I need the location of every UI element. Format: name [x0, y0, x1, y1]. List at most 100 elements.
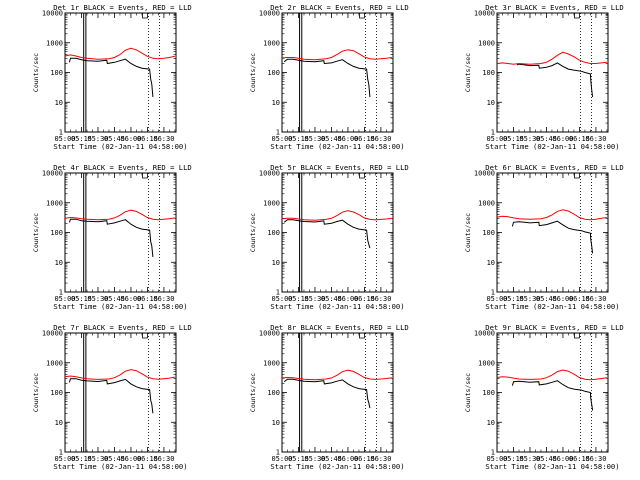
y-tick-label: 10000 [474, 170, 495, 178]
x-tick-label: 06:15 [137, 295, 158, 303]
y-tick-label: 10 [272, 419, 280, 427]
top-bracket-marker [359, 173, 365, 179]
y-axis-label: Counts/sec [464, 373, 472, 412]
x-tick-label: 05:45 [104, 135, 125, 143]
x-tick-label: 06:00 [120, 135, 141, 143]
y-tick-label: 100 [267, 229, 280, 237]
lld-series-line [281, 369, 392, 381]
panel-det-4: Det 4r BLACK = Events, RED = LLD 1 10 100 10… [32, 163, 192, 311]
top-bracket-marker [359, 333, 365, 339]
lld-series-line [281, 210, 392, 221]
y-tick-label: 10000 [474, 10, 495, 18]
x-tick-label: 05:15 [503, 455, 524, 463]
y-tick-label: 1000 [46, 359, 63, 367]
x-axis-label: Start Time (02-Jan-11 04:58:00) [485, 142, 619, 151]
x-tick-label: 06:15 [137, 455, 158, 463]
x-tick-label: 05:45 [104, 455, 125, 463]
x-tick-label: 05:00 [54, 455, 75, 463]
events-series-line [68, 218, 154, 258]
y-axis-label: Counts/sec [249, 213, 257, 252]
lld-series-line [64, 369, 175, 380]
y-tick-label: 1 [59, 449, 63, 457]
x-tick-label: 05:00 [54, 135, 75, 143]
events-series-line [283, 58, 371, 98]
top-bracket-marker [574, 333, 580, 339]
y-axis-label: Counts/sec [32, 373, 40, 412]
x-tick-label: 06:15 [569, 135, 590, 143]
panel-det-5: Det 5r BLACK = Events, RED = LLD 1 10 100 10… [249, 163, 409, 311]
y-tick-label: 100 [482, 229, 495, 237]
panel-det-8: Det 8r BLACK = Events, RED = LLD 1 10 100 10… [249, 323, 409, 471]
y-tick-label: 10000 [259, 170, 280, 178]
y-tick-label: 10 [487, 259, 495, 267]
x-tick-label: 06:15 [569, 455, 590, 463]
chart-title: Det 6r BLACK = Events, RED = LLD [485, 163, 623, 172]
y-tick-label: 10000 [42, 330, 63, 338]
top-bracket-marker [142, 333, 148, 339]
x-tick-label: 05:45 [536, 455, 557, 463]
lld-series-line [496, 51, 607, 65]
y-tick-label: 1000 [46, 39, 63, 47]
x-tick-label: 05:30 [519, 455, 540, 463]
y-tick-label: 100 [482, 389, 495, 397]
x-tick-label: 06:15 [354, 455, 375, 463]
top-bracket-marker [574, 173, 580, 179]
y-tick-label: 10 [272, 99, 280, 107]
x-axis-label: Start Time (02-Jan-11 04:58:00) [53, 462, 187, 471]
panel-det-2: Det 2r BLACK = Events, RED = LLD 1 10 100 10… [249, 3, 409, 151]
y-tick-label: 100 [50, 389, 63, 397]
y-tick-label: 10 [487, 99, 495, 107]
x-axis-label: Start Time (02-Jan-11 04:58:00) [270, 142, 404, 151]
x-tick-label: 06:30 [585, 295, 606, 303]
y-tick-label: 10000 [259, 10, 280, 18]
y-tick-label: 1000 [46, 199, 63, 207]
x-tick-label: 06:15 [354, 295, 375, 303]
x-tick-label: 06:15 [354, 135, 375, 143]
x-tick-label: 06:00 [552, 455, 573, 463]
y-tick-label: 1 [276, 129, 280, 137]
x-tick-label: 05:00 [486, 295, 507, 303]
x-tick-label: 05:45 [321, 295, 342, 303]
events-series-line [283, 219, 371, 249]
y-tick-label: 1000 [478, 199, 495, 207]
y-tick-label: 10000 [42, 170, 63, 178]
panel-det-6: Det 6r BLACK = Events, RED = LLD 1 10 100 10… [464, 163, 624, 311]
x-tick-label: 05:15 [288, 455, 309, 463]
x-tick-label: 05:45 [321, 455, 342, 463]
events-series-line [511, 380, 594, 411]
x-tick-label: 05:30 [304, 455, 325, 463]
x-tick-label: 06:00 [120, 455, 141, 463]
x-tick-label: 05:30 [519, 295, 540, 303]
y-axis-label: Counts/sec [32, 213, 40, 252]
x-tick-label: 05:45 [104, 295, 125, 303]
x-axis-label: Start Time (02-Jan-11 04:58:00) [485, 302, 619, 311]
panel-det-9: Det 9r BLACK = Events, RED = LLD 1 10 100 10… [464, 323, 624, 471]
x-tick-label: 06:00 [337, 455, 358, 463]
y-tick-label: 1 [276, 449, 280, 457]
y-axis-label: Counts/sec [249, 53, 257, 92]
x-tick-label: 06:30 [585, 135, 606, 143]
x-tick-label: 05:00 [271, 295, 292, 303]
panel-det-3: Det 3r BLACK = Events, RED = LLD 1 10 100 10… [464, 3, 624, 151]
lld-series-line [64, 209, 175, 221]
chart-title: Det 7r BLACK = Events, RED = LLD [53, 323, 191, 332]
y-tick-label: 1000 [478, 359, 495, 367]
y-tick-label: 100 [267, 389, 280, 397]
x-tick-label: 05:15 [503, 135, 524, 143]
x-tick-label: 06:30 [585, 455, 606, 463]
panel-det-1: Det 1r BLACK = Events, RED = LLD 1 10 100 10… [32, 3, 192, 151]
y-tick-label: 10 [272, 259, 280, 267]
x-tick-label: 05:00 [54, 295, 75, 303]
top-bracket-marker [142, 173, 148, 179]
panel-det-7: Det 7r BLACK = Events, RED = LLD 1 10 100 10… [32, 323, 192, 471]
y-tick-label: 100 [267, 69, 280, 77]
x-tick-label: 06:30 [370, 295, 391, 303]
x-tick-label: 05:45 [321, 135, 342, 143]
x-tick-label: 06:00 [337, 295, 358, 303]
lld-series-line [64, 47, 176, 60]
x-axis-label: Start Time (02-Jan-11 04:58:00) [485, 462, 619, 471]
x-tick-label: 06:00 [552, 135, 573, 143]
y-tick-label: 100 [50, 229, 63, 237]
y-axis-label: Counts/sec [464, 213, 472, 252]
